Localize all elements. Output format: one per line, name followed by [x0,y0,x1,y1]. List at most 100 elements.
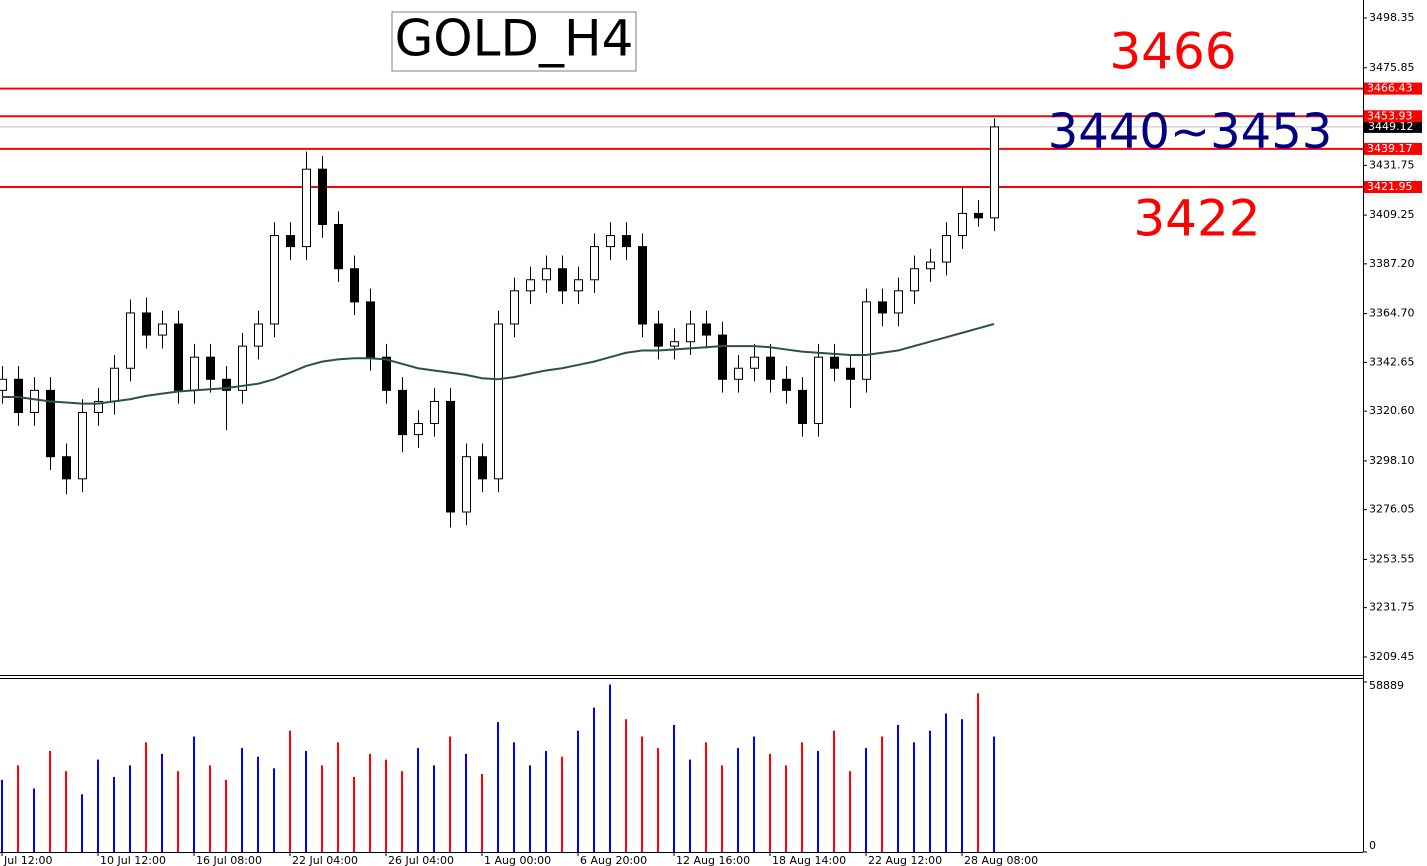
y-tick-label: 3498.35 [1369,11,1415,24]
volume-bar [273,768,275,852]
candle-body [0,378,7,391]
last-price-tag [1364,120,1422,133]
volume-bar [353,776,355,852]
volume-bar [337,742,339,852]
volume-bar [897,724,899,852]
volume-bar [497,722,499,852]
candle-body [334,223,343,270]
candle-body [350,268,359,303]
candle-body [974,212,983,219]
volume-bar [833,730,835,852]
volume-bar [129,765,131,852]
y-tick-label: 3320.60 [1369,404,1415,417]
volume-bar [417,748,419,852]
candle-body [830,356,839,369]
candle-body [254,323,263,347]
volume-bar [721,765,723,852]
candle-body [894,290,903,314]
candle-body [702,323,711,336]
y-tick-label: 3431.75 [1369,158,1415,171]
x-tick-label: 18 Aug 14:00 [772,854,846,866]
candle-body [798,389,807,425]
level-label: 3466.43 [1367,82,1413,95]
volume-bar [209,765,211,852]
candle-body [878,301,887,314]
x-tick-label: 1 Aug 00:00 [484,854,551,866]
x-tick-label: 12 Aug 16:00 [676,854,750,866]
candle-body [94,400,103,413]
volume-bar [321,765,323,852]
volume-bar [177,771,179,852]
candle-body [462,456,471,513]
y-tick-label: 3209.45 [1369,650,1415,663]
volume-bar [305,750,307,852]
volume-bar [241,748,243,852]
volume-bar [401,771,403,852]
volume-bar [577,730,579,852]
volume-bar [433,765,435,852]
annotation: 3466 [1109,23,1236,81]
candle-body [398,389,407,436]
candle-body [670,341,679,347]
volume-bar [625,719,627,852]
candle-body [126,312,135,369]
level-tag [1364,142,1422,155]
candle-body [190,356,199,391]
volume-bar [881,736,883,852]
candle-body [862,301,871,380]
volume-bar [689,759,691,852]
volume-bar [449,736,451,852]
y-tick-label: 3231.75 [1369,601,1415,614]
candle-body [542,268,551,281]
candle-body [238,345,247,391]
title-box [391,11,637,72]
x-tick-label: Jul 12:00 [3,854,52,866]
volume-bar [145,742,147,852]
volume-bar [1,779,3,852]
volume-bar [705,742,707,852]
volume-bar [913,742,915,852]
volume-bar [977,693,979,852]
volume-bar [545,750,547,852]
volume-bar [97,759,99,852]
volume-bar [929,730,931,852]
candle-body [30,389,39,413]
candle-body [590,246,599,281]
candle-body [782,378,791,391]
candle-body [206,356,215,380]
candle-body [558,268,567,292]
candle-body [958,212,967,237]
y-tick-label: 3475.85 [1369,61,1415,74]
volume-tick-label: 0 [1369,839,1376,852]
level-label: 3453.93 [1367,109,1413,122]
candle-body [478,456,487,480]
candle-body [990,126,999,219]
volume-bar [49,750,51,852]
candle-body [926,261,935,270]
volume-bar [865,748,867,852]
candle-body [606,235,615,248]
candle-body [366,301,375,358]
volume-bar [369,753,371,852]
candle-body [718,334,727,380]
candle-body [814,356,823,425]
y-tick-label: 3387.20 [1369,257,1415,270]
candle-body [46,389,55,458]
candle-body [750,356,759,369]
volume-bar [289,730,291,852]
candle-body [510,290,519,325]
candle-body [446,400,455,513]
volume-bar [481,774,483,852]
volume-bar [609,684,611,852]
volume-bar [641,736,643,852]
volume-bar [849,771,851,852]
candle-body [574,279,583,292]
candle-body [382,356,391,391]
candle-body [846,367,855,380]
y-tick-label: 3276.05 [1369,503,1415,516]
candle-body [14,378,23,413]
annotation: 3440~3453 [1048,104,1333,160]
volume-bar [529,765,531,852]
volume-bar [65,771,67,852]
